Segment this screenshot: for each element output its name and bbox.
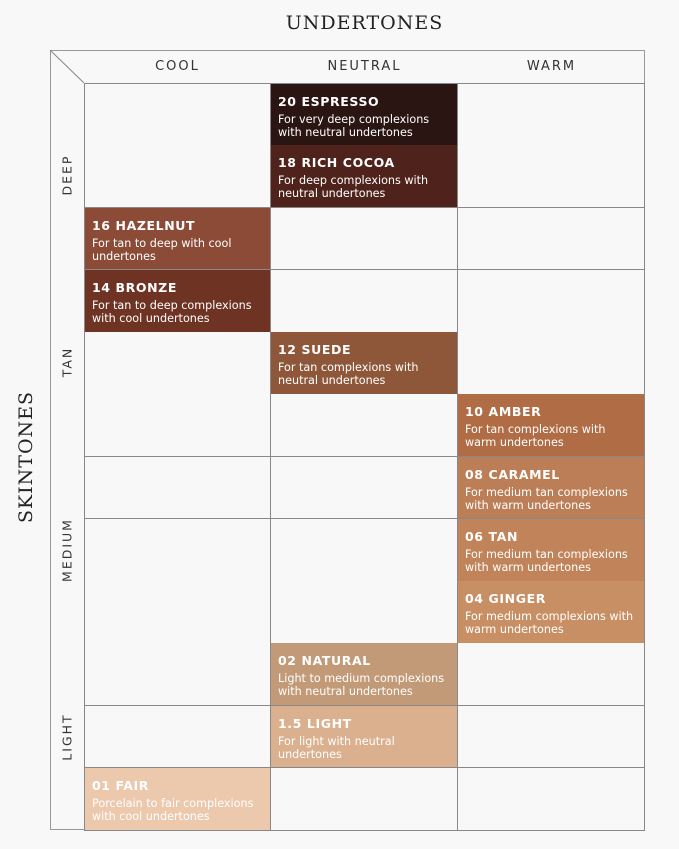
- shade-description: For tan complexions with warm undertones: [465, 423, 606, 450]
- shade-name: 20 ESPRESSO: [278, 94, 380, 109]
- row-group-tan: TAN: [59, 346, 75, 378]
- empty-cell: [84, 581, 271, 644]
- empty-cell: [84, 83, 271, 146]
- empty-cell: [271, 518, 458, 582]
- empty-cell: [458, 83, 645, 146]
- empty-cell: [84, 643, 271, 706]
- shade-name: 1.5 LIGHT: [278, 715, 352, 731]
- shade-description: For medium complexions with warm underto…: [465, 610, 634, 636]
- empty-cell: [84, 145, 271, 208]
- shade-description: Light to medium complexions with neutral…: [278, 672, 445, 699]
- shade-description: For tan complexions with neutral underto…: [278, 361, 419, 387]
- shade-description: For tan to deep complexions with cool un…: [92, 298, 252, 325]
- shade-description: For tan to deep with cool undertones: [92, 236, 232, 263]
- shade-description: For light with neutral undertones: [278, 734, 395, 761]
- empty-cell: [458, 767, 645, 831]
- shade-description: For medium tan complexions with warm und…: [465, 547, 628, 574]
- shade-description: Porcelain to fair complexions with cool …: [92, 796, 254, 823]
- empty-cell: [271, 269, 458, 333]
- empty-cell: [458, 332, 645, 395]
- empty-cell: [84, 518, 271, 582]
- empty-cell: [84, 332, 271, 395]
- shade-name: 08 CARAMEL: [465, 466, 560, 482]
- shade-cell: 08 CARAMEL For medium tan complexions wit…: [458, 456, 645, 520]
- empty-cell: [271, 207, 458, 271]
- shade-name: 10 AMBER: [465, 404, 542, 420]
- empty-cell: [458, 643, 645, 706]
- shade-cell: 18 RICH COCOA For deep complexions with n…: [271, 145, 458, 208]
- shade-cell: 04 GINGER For medium complexions with war…: [458, 581, 645, 644]
- shade-name: 06 TAN: [465, 528, 519, 544]
- undertones-title: UNDERTONES: [285, 12, 444, 34]
- shade-description: For medium tan complexions with warm und…: [465, 485, 628, 512]
- shade-description: For very deep complexions with neutral u…: [278, 113, 430, 139]
- empty-cell: [84, 456, 271, 520]
- column-header-neutral: NEUTRAL: [327, 59, 402, 74]
- empty-cell: [84, 705, 271, 769]
- empty-cell: [458, 207, 645, 271]
- empty-cell: [271, 456, 458, 520]
- column-header-cool: COOL: [155, 59, 200, 74]
- skintones-title: SKINTONES: [15, 390, 37, 524]
- corner-diagonal: [50, 50, 84, 83]
- shade-name: 04 GINGER: [465, 591, 546, 606]
- shade-name: 12 SUEDE: [278, 342, 352, 357]
- row-group-light: LIGHT: [59, 713, 75, 761]
- empty-cell: [84, 394, 271, 457]
- column-header-warm: WARM: [526, 59, 577, 74]
- shade-name: 14 BRONZE: [92, 279, 177, 295]
- empty-cell: [458, 705, 645, 769]
- shade-cell: 10 AMBER For tan complexions with warm un…: [458, 394, 645, 457]
- shade-name: 18 RICH COCOA: [278, 155, 395, 171]
- shade-name: 16 HAZELNUT: [92, 217, 196, 233]
- empty-cell: [271, 767, 458, 831]
- shade-grid: 20 ESPRESSO For very deep complexions wit…: [84, 83, 645, 831]
- shade-cell: 16 HAZELNUT For tan to deep with cool und…: [84, 207, 271, 271]
- shade-cell: 20 ESPRESSO For very deep complexions wit…: [271, 83, 458, 146]
- shade-cell: 02 NATURAL Light to medium complexions wi…: [271, 643, 458, 706]
- shade-cell: 12 SUEDE For tan complexions with neutral…: [271, 332, 458, 395]
- row-group-deep: DEEP: [59, 154, 75, 196]
- empty-cell: [271, 394, 458, 457]
- shade-description: For deep complexions with neutral undert…: [278, 174, 429, 201]
- shade-cell: 14 BRONZE For tan to deep complexions wit…: [84, 269, 271, 333]
- shade-cell: 06 TAN For medium tan complexions with wa…: [458, 518, 645, 582]
- empty-cell: [458, 145, 645, 208]
- empty-cell: [271, 581, 458, 644]
- shade-name: 01 FAIR: [92, 777, 150, 793]
- row-group-medium: MEDIUM: [59, 518, 75, 582]
- empty-cell: [458, 269, 645, 333]
- shade-cell: 01 FAIR Porcelain to fair complexions wit…: [84, 767, 271, 831]
- shade-cell: 1.5 LIGHT For light with neutral underton…: [271, 705, 458, 769]
- shade-name: 02 NATURAL: [278, 653, 371, 669]
